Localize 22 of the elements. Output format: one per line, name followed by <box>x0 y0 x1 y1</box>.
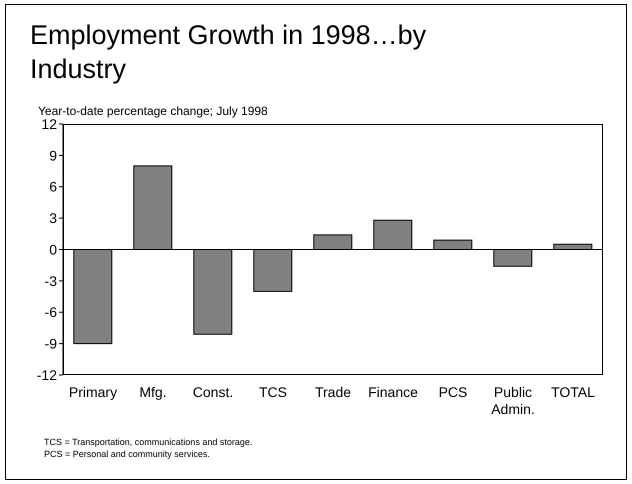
x-tick-label: TCS <box>259 384 287 400</box>
x-tick-label: Mfg. <box>139 384 167 400</box>
y-tick-label: -6 <box>44 304 58 320</box>
chart-subtitle: Year-to-date percentage change; July 1998 <box>38 104 268 118</box>
y-tick-label: 6 <box>49 178 58 195</box>
y-tick-label: 9 <box>49 147 58 164</box>
x-tick-label: PCS <box>438 384 468 400</box>
y-tick-label: -3 <box>44 272 58 289</box>
x-tick-label: Trade <box>314 384 352 400</box>
y-tick-label: 12 <box>41 116 58 132</box>
x-tick-label: TOTAL <box>551 384 596 400</box>
text: PCS = Personal and community services. <box>44 448 211 460</box>
text: TCS = Transportation, communications and storage. <box>44 436 252 448</box>
y-tick-label: -12 <box>36 366 58 383</box>
chart-title: Employment Growth in 1998…by Industry <box>30 19 428 86</box>
x-tick-label: Const. <box>192 384 234 400</box>
x-tick-label: Public Admin. <box>491 384 535 417</box>
x-tick-label: Primary <box>68 384 118 400</box>
x-tick-label: Finance <box>368 384 418 400</box>
y-tick-label: -9 <box>44 336 58 352</box>
y-tick-label: 3 <box>49 210 58 226</box>
y-tick-label: 0 <box>49 241 58 258</box>
